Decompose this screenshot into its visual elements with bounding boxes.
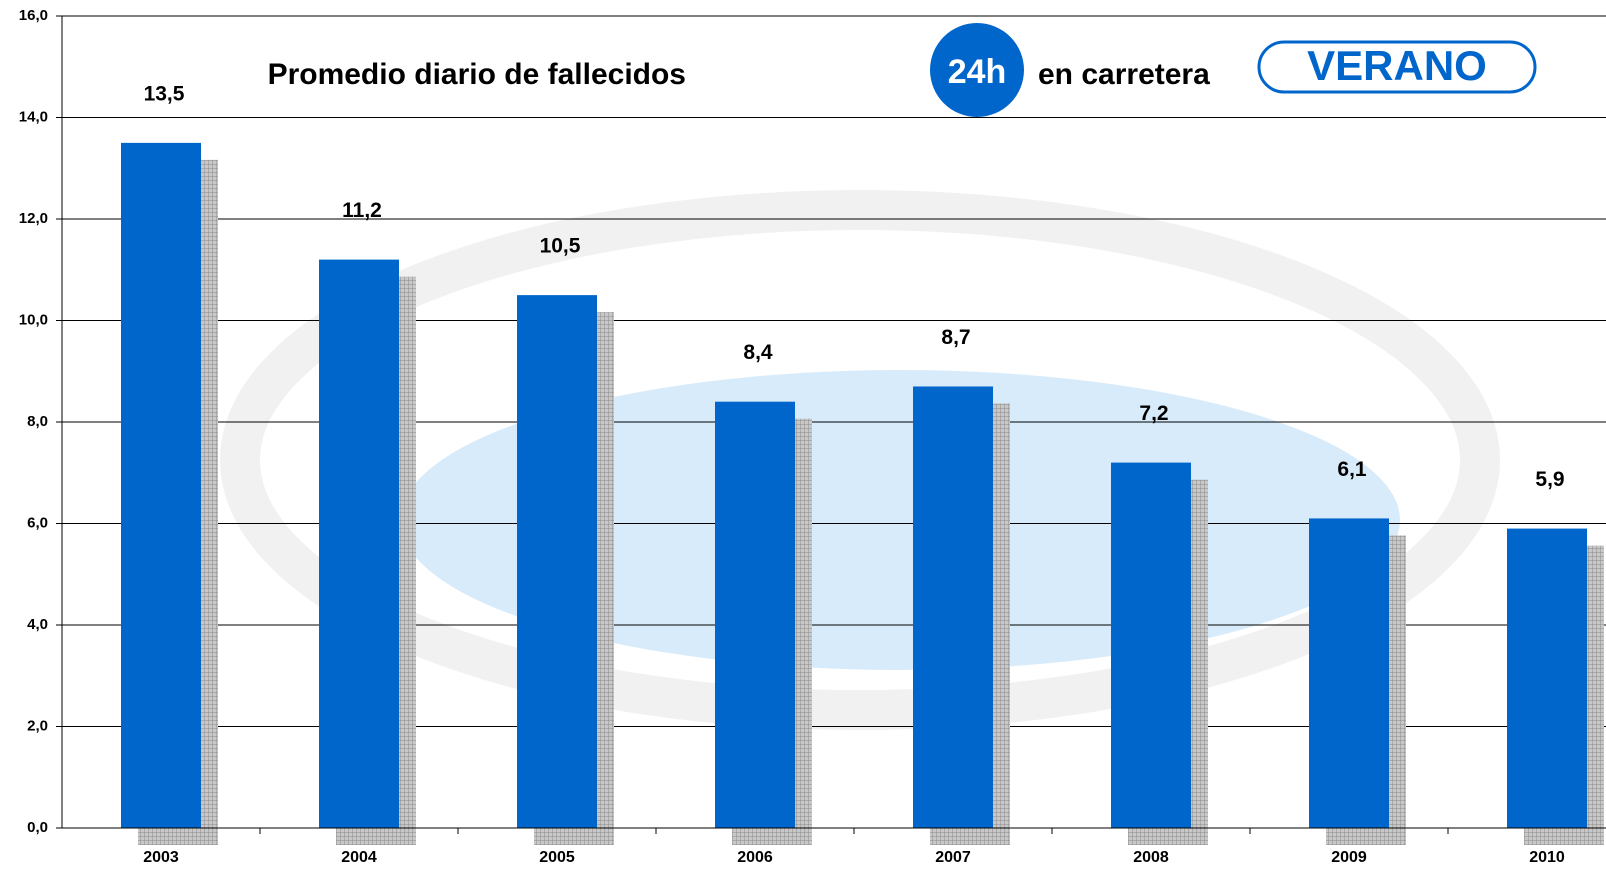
value-label: 8,7 xyxy=(941,326,970,349)
background-swirl xyxy=(240,210,1480,710)
x-tick-label: 2006 xyxy=(737,849,773,866)
value-label: 5,9 xyxy=(1535,468,1564,491)
chart-title-suffix: en carretera xyxy=(1038,58,1210,91)
value-label: 10,5 xyxy=(540,235,581,258)
chart: 0,0 2,0 4,0 6,0 8,0 10,0 12,0 14,0 16,0 13,5 2003 1… xyxy=(0,0,1606,888)
x-tick-label: 2005 xyxy=(539,849,575,866)
x-tick-label: 2009 xyxy=(1331,849,1367,866)
bar xyxy=(1111,463,1191,828)
y-tick-label: 6,0 xyxy=(27,514,48,531)
x-tick-label: 2004 xyxy=(341,849,377,866)
value-label: 8,4 xyxy=(743,341,773,364)
x-tick-label: 2007 xyxy=(935,849,971,866)
bar xyxy=(1309,518,1389,828)
bar xyxy=(517,295,597,828)
value-label: 6,1 xyxy=(1337,458,1367,481)
title-badge: 24h xyxy=(948,53,1007,91)
x-tick-label: 2010 xyxy=(1529,849,1565,866)
chart-title: Promedio diario de fallecidos xyxy=(268,58,686,91)
y-tick-label: 0,0 xyxy=(27,819,48,836)
season-label: VERANO xyxy=(1307,42,1487,89)
bar xyxy=(913,386,993,828)
page: 0,0 2,0 4,0 6,0 8,0 10,0 12,0 14,0 16,0 13,5 2003 1… xyxy=(0,0,1606,888)
value-label: 11,2 xyxy=(342,199,382,222)
x-tick-label: 2008 xyxy=(1133,849,1169,866)
bar xyxy=(715,402,795,828)
bar xyxy=(319,260,399,828)
y-tick-label: 2,0 xyxy=(27,717,48,734)
bar xyxy=(1507,529,1587,828)
x-tick-label: 2003 xyxy=(143,849,179,866)
value-label: 7,2 xyxy=(1139,402,1168,425)
y-tick-label: 16,0 xyxy=(19,7,48,24)
value-label: 13,5 xyxy=(144,82,185,105)
bar xyxy=(121,143,201,828)
y-tick-label: 10,0 xyxy=(19,311,48,328)
y-tick-label: 4,0 xyxy=(27,616,48,633)
y-tick-label: 14,0 xyxy=(19,108,48,125)
y-tick-label: 8,0 xyxy=(27,413,48,430)
y-tick-label: 12,0 xyxy=(19,210,48,227)
